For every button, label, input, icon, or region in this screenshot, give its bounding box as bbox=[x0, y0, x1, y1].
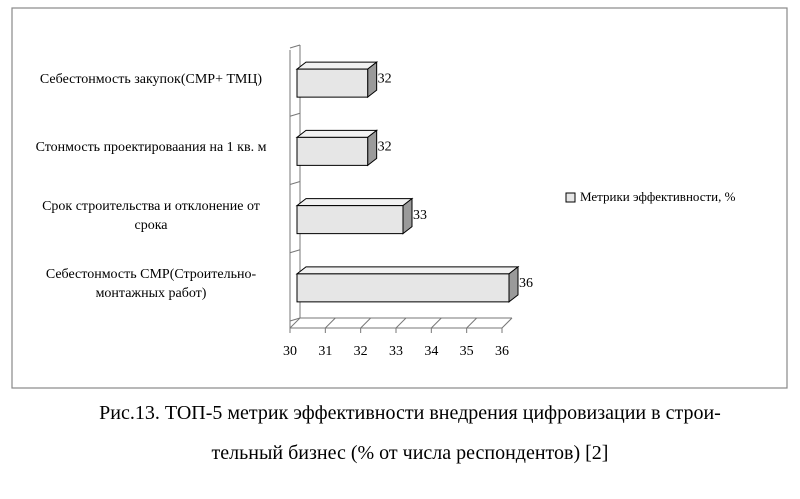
bar bbox=[296, 136, 369, 166]
x-tick bbox=[466, 317, 478, 329]
x-tick-label: 30 bbox=[283, 344, 297, 359]
x-tick-label: 35 bbox=[460, 344, 474, 359]
legend-label: Метрики эффективности, % bbox=[580, 189, 736, 204]
x-tick bbox=[430, 317, 442, 329]
bar-top bbox=[295, 129, 379, 138]
category-label: Стонмость проектироваания на 1 кв. м bbox=[35, 139, 267, 155]
category-label: Себестонмость СМР(Строительно-монтажных … bbox=[45, 266, 257, 301]
legend-swatch bbox=[565, 192, 576, 203]
bar-top bbox=[295, 198, 414, 207]
value-label: 32 bbox=[378, 71, 392, 86]
caption-line: тельный бизнес (% от числа респондентов)… bbox=[211, 442, 609, 464]
category-label: Себестонмость закупок(СМР+ ТМЦ) bbox=[39, 71, 263, 87]
x-tick bbox=[395, 317, 407, 329]
axis-tick bbox=[289, 317, 301, 322]
x-tick-label: 31 bbox=[318, 344, 332, 359]
axis-tick bbox=[289, 44, 301, 49]
value-label: 36 bbox=[519, 276, 533, 291]
x-tick-label: 36 bbox=[495, 344, 509, 359]
category-label: Срок строительства и отклонение от срока bbox=[42, 198, 260, 233]
x-tick bbox=[360, 317, 372, 329]
axis-tick bbox=[289, 112, 301, 117]
x-tick bbox=[289, 317, 301, 329]
bar-top bbox=[295, 61, 379, 70]
x-tick bbox=[501, 317, 513, 329]
bar bbox=[296, 205, 404, 235]
bar-top bbox=[295, 266, 520, 275]
chart-frame bbox=[11, 7, 788, 389]
axis-tick bbox=[289, 181, 301, 185]
caption-line: Рис.13. ТОП-5 метрик эффективности внедр… bbox=[99, 402, 721, 424]
bar bbox=[296, 273, 510, 303]
x-tick bbox=[324, 317, 336, 329]
value-label: 32 bbox=[378, 140, 392, 155]
x-tick-label: 34 bbox=[424, 344, 438, 359]
bar bbox=[296, 68, 369, 98]
x-tick-label: 32 bbox=[354, 344, 368, 359]
axis-tick bbox=[289, 249, 301, 254]
x-tick-label: 33 bbox=[389, 344, 403, 359]
value-label: 33 bbox=[413, 208, 427, 223]
